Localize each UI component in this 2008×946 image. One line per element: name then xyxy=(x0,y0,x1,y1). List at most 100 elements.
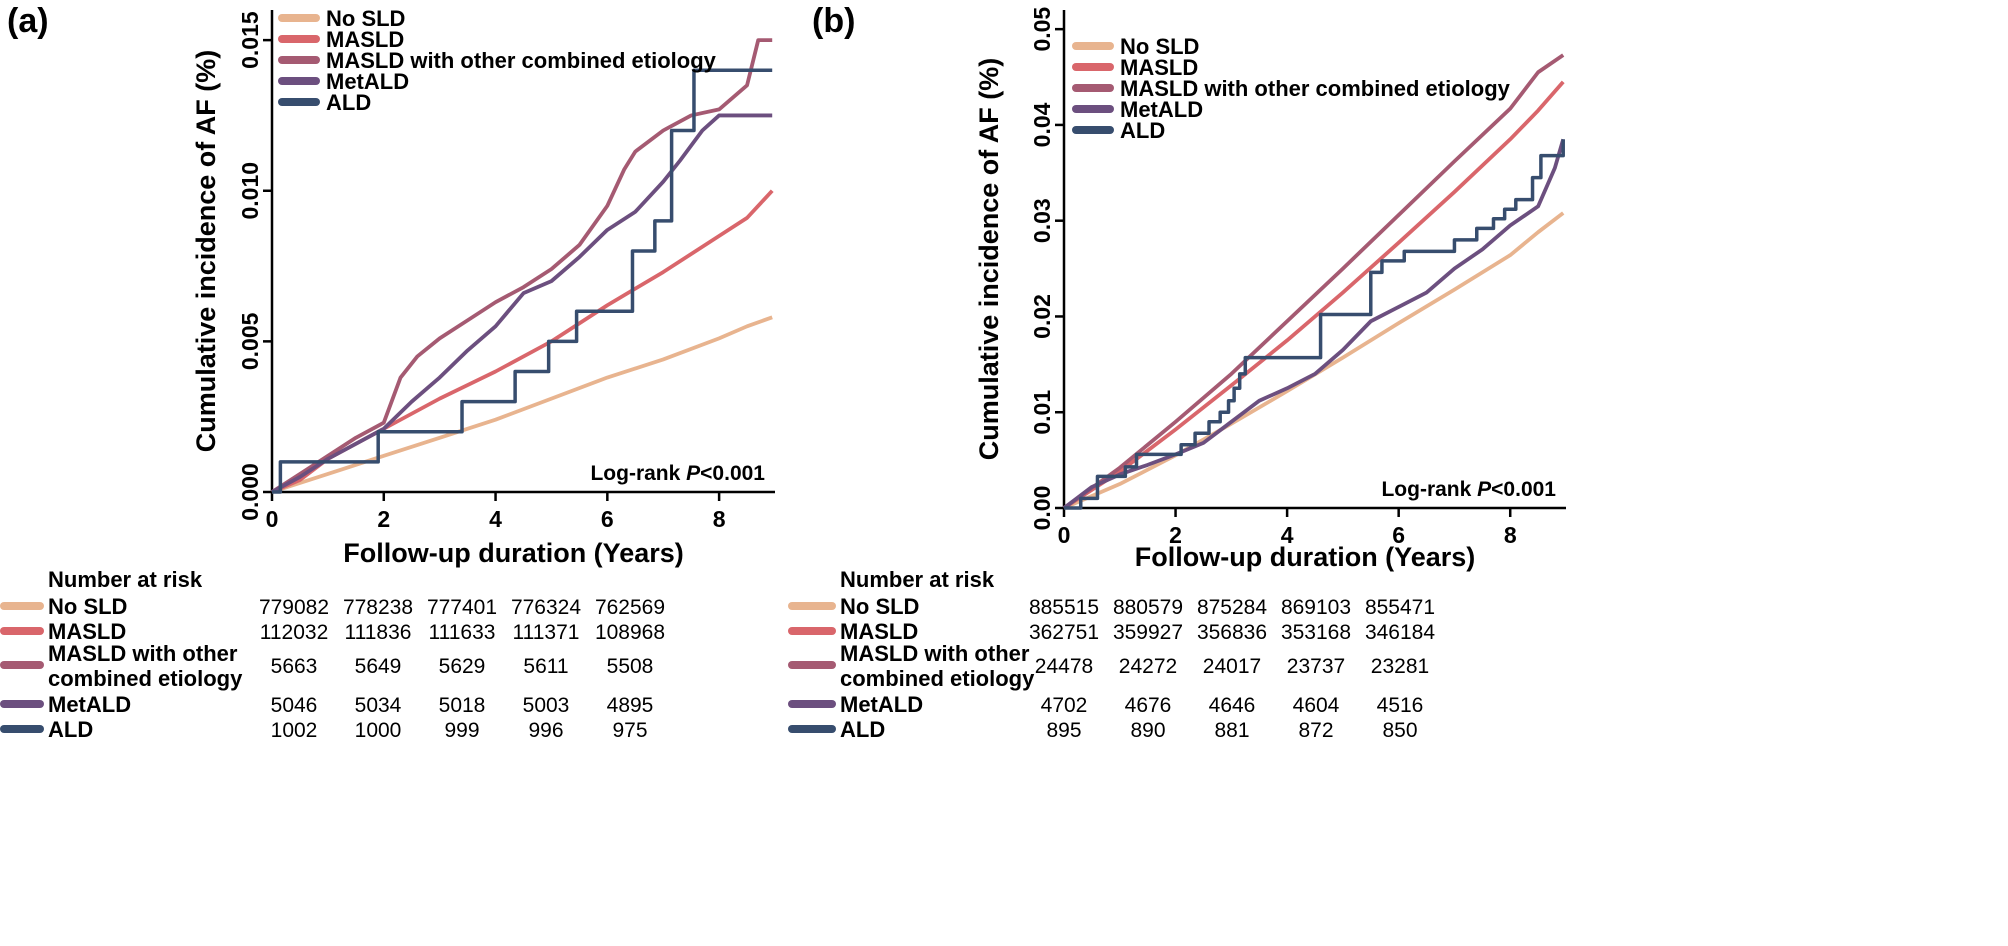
panel-b: (b) 0 2 4 6 8 0.00 0.01 0.02 0.03 0.04 0.05 Follow-u… xyxy=(788,2,1566,742)
legend-label: ALD xyxy=(1120,118,1165,143)
risk-value: 24017 xyxy=(1203,655,1261,678)
logrank-prefix: Log-rank xyxy=(1381,478,1477,501)
series-line-metald xyxy=(1062,138,1566,510)
risk-value: 5629 xyxy=(439,655,486,678)
risk-row-label: combined etiology xyxy=(840,666,1035,691)
risk-value: 778238 xyxy=(343,596,413,619)
logrank-p: P xyxy=(1477,478,1492,501)
x-axis-title: Follow-up duration (Years) xyxy=(1135,542,1476,572)
series-line-ald xyxy=(1064,139,1565,510)
risk-value: 112032 xyxy=(260,621,329,644)
risk-value: 1000 xyxy=(355,719,402,742)
panel-label: (a) xyxy=(7,2,49,40)
risk-row-label: MASLD xyxy=(48,619,126,644)
y-tick-label: 0.010 xyxy=(237,162,263,220)
x-tick-label: 6 xyxy=(1392,522,1405,548)
risk-value: 362751 xyxy=(1029,621,1099,644)
risk-row-label: MetALD xyxy=(48,692,131,717)
risk-value: 869103 xyxy=(1281,596,1351,619)
y-tick-label: 0.03 xyxy=(1029,198,1055,243)
panel-a: (a) 0 2 4 6 8 0.000 0.005 0.010 0.015 Follow-up du… xyxy=(0,2,775,742)
series-line-masld xyxy=(1062,80,1565,510)
risk-value: 4646 xyxy=(1209,694,1256,717)
risk-value: 5663 xyxy=(271,655,318,678)
series-line-metald xyxy=(271,113,773,494)
y-tick-label: 0.05 xyxy=(1029,7,1055,52)
y-tick-label: 0.01 xyxy=(1029,390,1055,435)
risk-value: 4604 xyxy=(1293,694,1340,717)
risk-value: 975 xyxy=(612,719,647,742)
logrank-p: P xyxy=(686,462,701,485)
risk-value: 5508 xyxy=(607,655,654,678)
risk-value: 890 xyxy=(1130,719,1165,742)
legend-label: No SLD xyxy=(1120,34,1199,59)
y-axis-title: Cumulative incidence of AF (%) xyxy=(974,58,1004,461)
risk-value: 895 xyxy=(1046,719,1081,742)
risk-value: 776324 xyxy=(511,596,581,619)
logrank-prefix: Log-rank xyxy=(590,462,686,485)
series-line-no-sld xyxy=(1063,211,1565,510)
risk-value: 111371 xyxy=(513,621,580,644)
risk-value: 5611 xyxy=(523,655,568,678)
x-tick-label: 0 xyxy=(266,506,279,532)
x-axis-title: Follow-up duration (Years) xyxy=(343,538,684,568)
risk-row-label: MASLD xyxy=(840,619,918,644)
risk-value: 5018 xyxy=(439,694,486,717)
risk-row-label: MetALD xyxy=(840,692,923,717)
risk-row-label: ALD xyxy=(48,717,93,742)
x-tick-label: 4 xyxy=(1281,522,1294,548)
risk-value: 359927 xyxy=(1113,621,1183,644)
risk-row-label: MASLD with other xyxy=(840,641,1030,666)
legend-label: MASLD with other combined etiology xyxy=(326,48,717,73)
risk-value: 850 xyxy=(1382,719,1417,742)
x-tick-label: 8 xyxy=(1504,522,1517,548)
y-tick-label: 0.00 xyxy=(1029,486,1055,531)
risk-table-title: Number at risk xyxy=(48,567,203,592)
risk-value: 855471 xyxy=(1365,596,1435,619)
risk-value: 5003 xyxy=(523,694,570,717)
y-tick-label: 0.02 xyxy=(1029,294,1055,339)
risk-value: 875284 xyxy=(1197,596,1267,619)
risk-row-label: combined etiology xyxy=(48,666,243,691)
logrank-annotation: Log-rank P<0.001 xyxy=(1381,478,1556,501)
x-tick-label: 2 xyxy=(377,506,390,532)
legend-label: MetALD xyxy=(1120,97,1203,122)
risk-value: 999 xyxy=(444,719,479,742)
risk-value: 346184 xyxy=(1365,621,1435,644)
risk-value: 111836 xyxy=(345,621,412,644)
risk-value: 108968 xyxy=(595,621,665,644)
panel-label: (b) xyxy=(812,2,855,40)
risk-row-label: ALD xyxy=(840,717,885,742)
y-tick-label: 0.005 xyxy=(237,312,263,370)
risk-value: 23737 xyxy=(1287,655,1345,678)
risk-value: 885515 xyxy=(1029,596,1099,619)
risk-value: 4516 xyxy=(1377,694,1424,717)
x-tick-label: 6 xyxy=(601,506,614,532)
legend-label: MASLD xyxy=(1120,55,1198,80)
risk-value: 4702 xyxy=(1041,694,1088,717)
legend-label: MASLD with other combined etiology xyxy=(1120,76,1511,101)
risk-row-label: MASLD with other xyxy=(48,641,238,666)
x-tick-label: 4 xyxy=(489,506,502,532)
risk-value: 762569 xyxy=(595,596,665,619)
risk-value: 4676 xyxy=(1125,694,1172,717)
series-line-masld-with-other-combined-etiology xyxy=(270,38,773,494)
risk-value: 5034 xyxy=(355,694,402,717)
legend-label: No SLD xyxy=(326,6,405,31)
risk-row-label: No SLD xyxy=(840,594,919,619)
risk-value: 880579 xyxy=(1113,596,1183,619)
risk-value: 4895 xyxy=(607,694,654,717)
logrank-suffix: <0.001 xyxy=(700,462,765,485)
risk-value: 24478 xyxy=(1035,655,1093,678)
risk-value: 779082 xyxy=(259,596,329,619)
x-tick-label: 8 xyxy=(713,506,726,532)
risk-value: 872 xyxy=(1298,719,1333,742)
risk-value: 881 xyxy=(1214,719,1249,742)
series-line-ald xyxy=(272,68,773,494)
risk-value: 356836 xyxy=(1197,621,1267,644)
risk-value: 5046 xyxy=(271,694,318,717)
risk-value: 5649 xyxy=(355,655,402,678)
risk-row-label: No SLD xyxy=(48,594,127,619)
x-tick-label: 0 xyxy=(1058,522,1071,548)
y-tick-label: 0.000 xyxy=(237,463,263,521)
